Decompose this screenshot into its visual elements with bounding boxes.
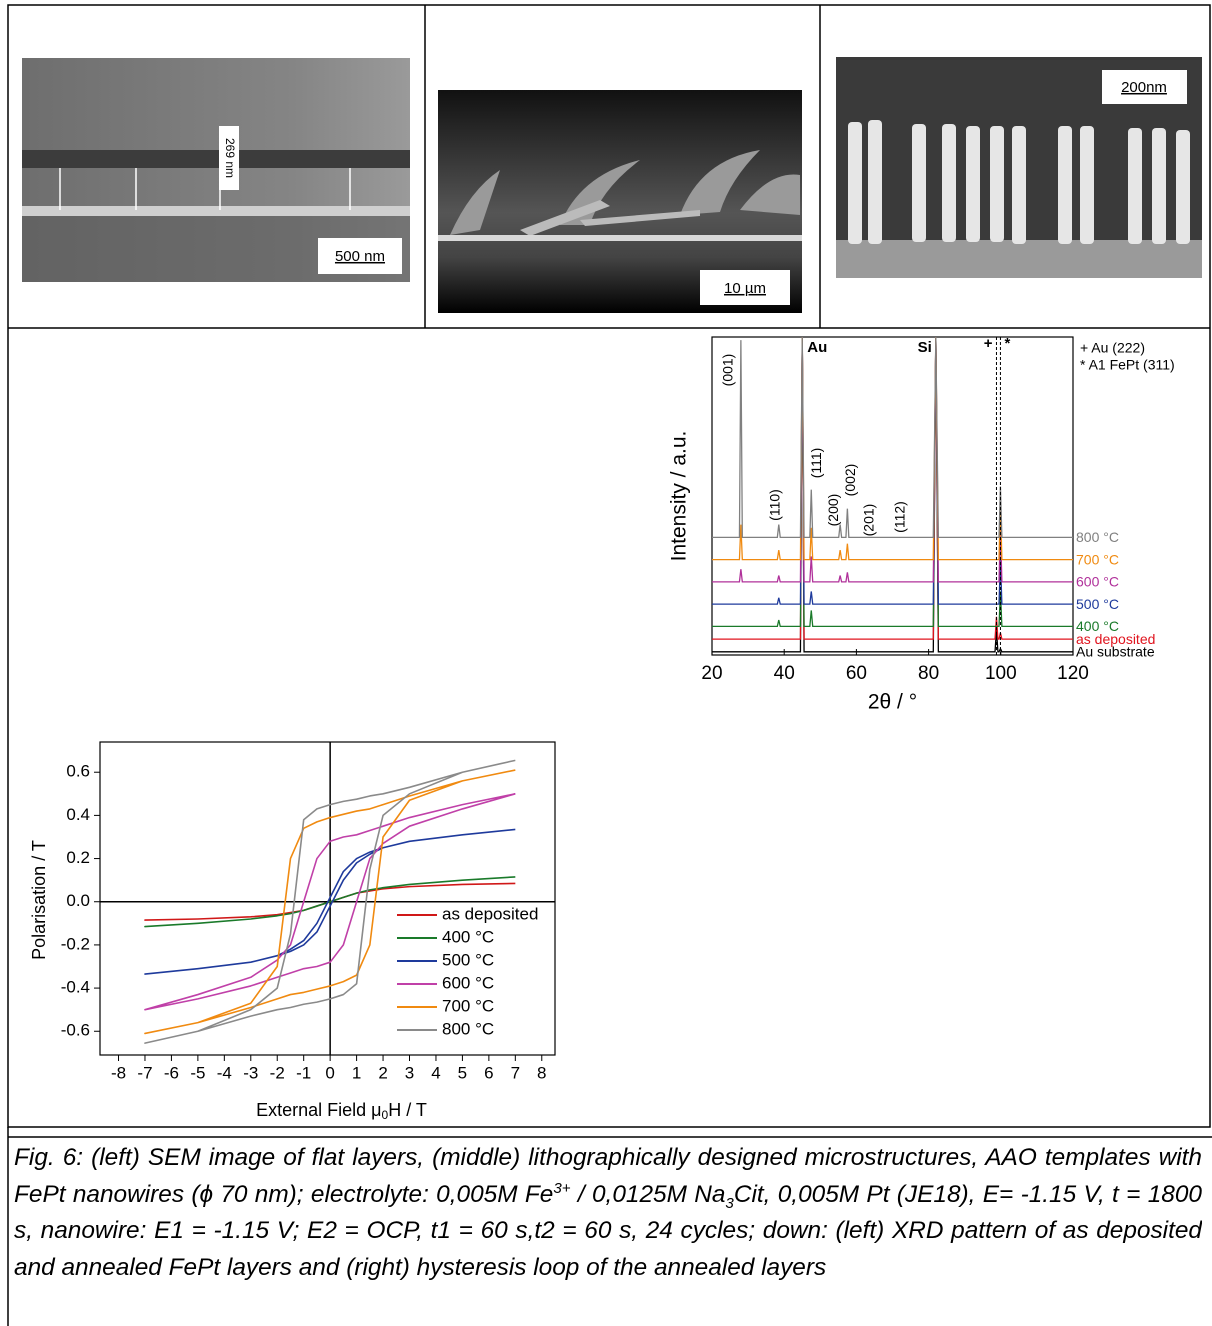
x-tick-label: 3	[405, 1063, 414, 1082]
xrd-trace	[712, 337, 1073, 628]
series-label: 700 °C	[1076, 551, 1119, 567]
y-tick-label: 0.2	[66, 848, 90, 867]
x-tick-label: 2	[378, 1063, 387, 1082]
figure-caption: Fig. 6: (left) SEM image of flat layers,…	[14, 1140, 1202, 1324]
y-tick-label: 0.6	[66, 762, 90, 781]
plot-frame	[99, 741, 556, 1056]
legend-label: as deposited	[442, 904, 538, 923]
x-tick-label: 4	[431, 1063, 440, 1082]
x-tick-label: 1	[352, 1063, 361, 1082]
measurement-label: 269 nm	[223, 138, 237, 178]
caption-text: / 0,0125M Na	[570, 1180, 726, 1208]
plot-area	[144, 759, 516, 1044]
series-label: 600 °C	[1076, 574, 1119, 590]
x-tick-label: 6	[484, 1063, 493, 1082]
hysteresis-loop	[144, 759, 516, 1044]
x-tick-label: -3	[243, 1063, 258, 1082]
y-axis-label: Polarisation / T	[29, 840, 49, 960]
x-tick-label: -8	[111, 1063, 126, 1082]
series-label: as deposited	[1076, 631, 1155, 647]
x-axis-label: External Field μ0H / T	[256, 1100, 427, 1122]
sem-image-nanowires	[836, 57, 1202, 278]
xrd-trace	[712, 337, 1073, 653]
caption-text: 3+	[553, 1179, 571, 1197]
y-tick-label: -0.6	[61, 1021, 90, 1040]
legend-label: 800 °C	[442, 1019, 494, 1038]
y-tick-label: 0.0	[66, 891, 90, 910]
peak-label: (200)	[825, 494, 841, 527]
peak-label: Au	[807, 339, 827, 356]
scale-bar-label: 10 µm	[724, 280, 766, 297]
sem-image-microstructures	[438, 90, 802, 313]
xrd-trace	[712, 337, 1073, 583]
hysteresis-loop	[144, 793, 516, 1011]
x-tick-label: 120	[1057, 663, 1089, 684]
series-label: 400 °C	[1076, 618, 1119, 634]
x-axis-label-part: 0	[382, 1108, 389, 1122]
hysteresis-loop	[144, 828, 516, 975]
y-tick-label: -0.4	[61, 978, 90, 997]
x-tick-label: 7	[511, 1063, 520, 1082]
x-axis-label-part: External Field μ	[256, 1100, 381, 1120]
series-label: Au substrate	[1076, 644, 1155, 660]
plot-frame	[711, 336, 1074, 656]
scale-bar-label: 200nm	[1121, 79, 1167, 96]
y-axis-label: Intensity / a.u.	[668, 431, 691, 562]
peak-label: (112)	[891, 501, 907, 533]
x-tick-label: 20	[701, 663, 722, 684]
table-lines	[7, 4, 1212, 1326]
caption-text: 3	[725, 1194, 734, 1212]
scale-bar-label: 500 nm	[335, 248, 385, 265]
series-label: 500 °C	[1076, 596, 1119, 612]
peak-label: (001)	[720, 354, 736, 387]
caption-text: Fig. 6: (left) SEM image of flat layers,…	[14, 1144, 1202, 1208]
x-tick-label: 80	[918, 663, 939, 684]
x-tick-label: -4	[217, 1063, 232, 1082]
x-axis-label: 2θ / °	[868, 691, 917, 714]
x-tick-label: 100	[985, 663, 1017, 684]
legend-label: 600 °C	[442, 973, 494, 992]
peak-label: (111)	[808, 448, 824, 479]
legend-text: + Au (222)	[1080, 340, 1145, 356]
peak-label: (002)	[842, 464, 858, 497]
x-tick-label: 60	[846, 663, 867, 684]
x-axis-label-part: H / T	[388, 1100, 427, 1120]
xrd-trace	[712, 337, 1073, 640]
x-tick-label: 5	[458, 1063, 467, 1082]
peak-label: *	[1004, 335, 1010, 352]
xrd-trace	[712, 337, 1073, 605]
peak-label: (201)	[861, 504, 877, 537]
x-tick-label: 8	[537, 1063, 546, 1082]
legend-label: 700 °C	[442, 996, 494, 1015]
hysteresis-loop	[144, 769, 516, 1035]
x-tick-label: -1	[296, 1063, 311, 1082]
x-tick-label: -5	[190, 1063, 205, 1082]
caption-text: Cit, 0,005M Pt (JE18), E= -1.15 V, t = 1…	[14, 1180, 1202, 1281]
x-tick-label: -2	[270, 1063, 285, 1082]
y-tick-label: 0.4	[66, 805, 90, 824]
peak-label: Si	[918, 339, 932, 356]
x-tick-label: -6	[164, 1063, 179, 1082]
legend-text: * A1 FePt (311)	[1080, 357, 1175, 373]
x-tick-label: 40	[774, 663, 795, 684]
peak-label: +	[984, 335, 993, 352]
sem-image-flat-layers	[22, 58, 410, 282]
y-tick-label: -0.2	[61, 934, 90, 953]
x-tick-label: 0	[325, 1063, 334, 1082]
hysteresis-loop	[144, 876, 516, 928]
x-tick-label: -7	[137, 1063, 152, 1082]
peak-label: (110)	[766, 489, 782, 521]
series-label: 800 °C	[1076, 529, 1119, 545]
legend-label: 500 °C	[442, 950, 494, 969]
legend-label: 400 °C	[442, 927, 494, 946]
